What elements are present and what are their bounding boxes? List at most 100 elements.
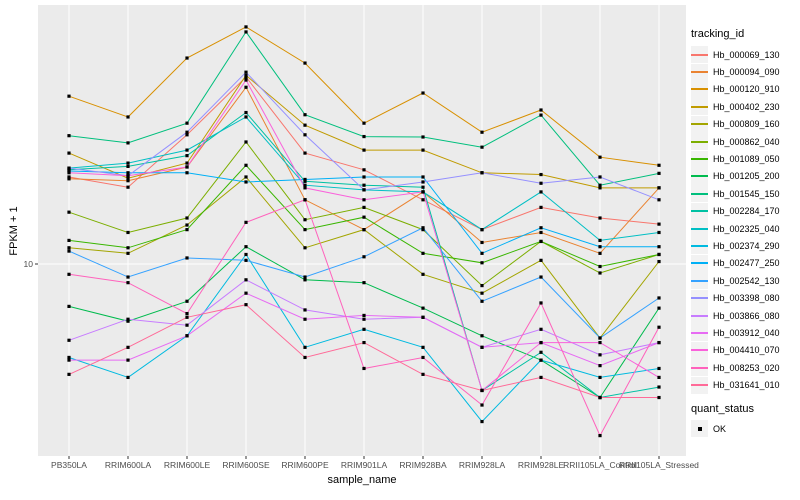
data-point (421, 345, 425, 349)
data-point (657, 222, 661, 226)
data-point (244, 30, 248, 34)
data-point (126, 317, 130, 321)
x-axis-title: sample_name (327, 474, 397, 486)
quant-status-label: OK (713, 423, 727, 434)
data-point (185, 56, 189, 60)
data-point (67, 358, 71, 362)
x-tick-label: RRIM928LA (459, 460, 506, 470)
legend-line-swatch (691, 105, 708, 108)
data-point (421, 251, 425, 255)
data-point (303, 345, 307, 349)
data-point (539, 172, 543, 177)
data-point (480, 334, 484, 338)
legend-key (691, 359, 708, 377)
x-tick-label: RRIM600SE (222, 460, 270, 470)
legend-key (691, 272, 708, 290)
data-point (539, 230, 543, 235)
data-point (67, 94, 71, 98)
legend-item: Hb_000809_160 (691, 115, 799, 133)
legend-item-label: Hb_003398_080 (713, 293, 780, 304)
data-point (539, 358, 543, 362)
data-point (185, 311, 189, 316)
data-point (598, 336, 602, 340)
data-point (244, 175, 248, 179)
legend: tracking_id Hb_000069_130 Hb_000094_090 Hb… (691, 28, 799, 437)
legend-line-swatch (691, 314, 708, 317)
data-point (244, 252, 248, 257)
data-point (126, 358, 130, 362)
y-tick-label: 10 (24, 259, 34, 269)
data-point (67, 249, 71, 253)
legend-item: Hb_000069_130 (691, 46, 799, 64)
data-point (126, 179, 130, 183)
legend-line-swatch (691, 53, 708, 56)
data-point (303, 183, 307, 187)
data-point (657, 325, 661, 329)
data-point (657, 385, 661, 389)
data-point (657, 259, 661, 264)
data-point (362, 317, 366, 321)
legend-item-label: Hb_001089_050 (713, 154, 780, 165)
data-point (67, 177, 71, 181)
data-point (126, 161, 130, 165)
data-point (126, 246, 130, 250)
data-point (480, 240, 484, 245)
data-point (303, 228, 307, 232)
data-point (657, 296, 661, 300)
data-point (185, 323, 189, 327)
legend-item: Hb_001545_150 (691, 185, 799, 203)
data-point (185, 148, 189, 152)
legend-item-label: Hb_002284_170 (713, 206, 780, 217)
data-point (598, 395, 602, 400)
legend-line-swatch (691, 192, 708, 195)
data-point (126, 174, 130, 178)
data-point (657, 163, 661, 167)
legend-line-swatch (691, 158, 708, 161)
legend-line-swatch (691, 210, 708, 213)
data-point (598, 183, 602, 187)
data-point (657, 171, 661, 175)
legend-line-swatch (691, 279, 708, 282)
data-point (539, 181, 543, 185)
data-point (362, 255, 366, 259)
data-point (185, 165, 189, 169)
data-point (598, 245, 602, 249)
legend-item-label: Hb_008253_020 (713, 362, 780, 373)
legend-item-label: Hb_001545_150 (713, 188, 780, 199)
data-point (421, 226, 425, 230)
legend-line-swatch (691, 331, 708, 334)
data-point (126, 141, 130, 145)
quant-status-items: OK (691, 420, 799, 437)
data-point (657, 230, 661, 235)
data-point (598, 155, 602, 159)
data-point (303, 275, 307, 279)
data-point (598, 216, 602, 220)
legend-item: Hb_000862_040 (691, 133, 799, 151)
legend-key (691, 46, 708, 64)
data-point (539, 226, 543, 230)
data-point (362, 134, 366, 139)
legend-line-swatch (691, 384, 708, 387)
data-point (657, 198, 661, 202)
data-point (421, 272, 425, 276)
legend-key (691, 150, 708, 168)
legend-line-swatch (691, 123, 708, 126)
data-point (598, 364, 602, 368)
data-point (67, 171, 71, 175)
data-point (598, 186, 602, 190)
data-point (303, 317, 307, 321)
data-point (421, 315, 425, 319)
data-point (126, 275, 130, 279)
legend-item-label: Hb_002542_130 (713, 275, 780, 286)
data-point (126, 115, 130, 119)
legend-line-swatch (691, 366, 708, 369)
data-point (362, 366, 366, 371)
data-point (303, 308, 307, 312)
x-tick-label: RRIM928LE (518, 460, 565, 470)
data-point (303, 151, 307, 155)
data-point (244, 140, 248, 144)
data-point (657, 366, 661, 371)
data-point (126, 171, 130, 175)
data-point (362, 327, 366, 331)
